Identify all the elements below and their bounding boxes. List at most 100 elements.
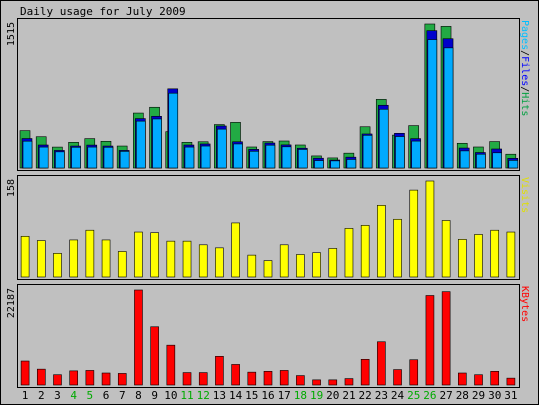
pages-bar (119, 151, 130, 169)
x-tick-label: 8 (135, 389, 142, 402)
kbytes-series-label: KBytes (519, 286, 530, 322)
x-tick-label: 19 (310, 389, 323, 402)
kbytes-bar (150, 326, 159, 386)
visits-bar (36, 240, 46, 278)
kbytes-bar (215, 356, 224, 386)
hits-series-label-part: / (519, 50, 530, 56)
visits-bar (134, 231, 143, 278)
x-tick-label: 22 (359, 389, 372, 402)
pages-bar (249, 150, 260, 169)
visits-bar (441, 220, 451, 278)
x-tick-label: 5 (87, 389, 94, 402)
kbytes-bar (198, 372, 208, 386)
visits-panel: 158 Visits (6, 175, 530, 280)
visits-bar (69, 239, 78, 278)
x-tick-label: 20 (326, 389, 339, 402)
x-tick-label: 14 (229, 389, 243, 402)
kbytes-ymax-label: 22187 (6, 288, 17, 318)
x-tick-label: 17 (278, 389, 291, 402)
x-tick-label: 1 (22, 389, 29, 402)
visits-bar (279, 244, 289, 278)
visits-bar (198, 244, 208, 278)
pages-bar (459, 150, 470, 169)
pages-bar (476, 153, 486, 169)
kbytes-bar (85, 370, 95, 386)
kbytes-bar (117, 373, 127, 386)
kbytes-bar (101, 372, 111, 386)
visits-bar (85, 229, 95, 278)
visits-bar (263, 260, 273, 278)
visits-bar (360, 225, 370, 278)
x-tick-label: 7 (119, 389, 126, 402)
pages-bar (103, 146, 114, 169)
visits-bar (312, 252, 321, 278)
pages-bar (233, 143, 243, 169)
kbytes-bar (279, 370, 289, 386)
kbytes-bar (53, 374, 62, 386)
visits-bar (150, 232, 159, 278)
x-tick-label: 27 (440, 389, 453, 402)
chart-title: Daily usage for July 2009 (20, 5, 186, 18)
visits-bar (474, 234, 483, 278)
x-tick-label: 28 (456, 389, 469, 402)
visits-bar (53, 253, 62, 278)
visits-bar (344, 228, 354, 278)
hits-panel: 1515 Pages/Files/Hits (6, 18, 530, 171)
x-tick-label: 23 (375, 389, 388, 402)
pages-bar (297, 149, 308, 169)
visits-bar (506, 231, 516, 278)
pages-bar (427, 39, 438, 169)
kbytes-plot-frame (17, 284, 520, 388)
pages-bar (136, 120, 146, 169)
visits-bar (215, 247, 224, 278)
x-tick-label: 4 (70, 389, 77, 402)
x-tick-label: 2 (38, 389, 45, 402)
visits-bar (231, 222, 240, 278)
x-tick-label: 15 (245, 389, 258, 402)
pages-bar (362, 135, 373, 169)
pages-bar (411, 140, 421, 169)
kbytes-bar (328, 379, 338, 386)
kbytes-bar (344, 378, 354, 386)
pages-bar (71, 146, 81, 169)
kbytes-bar (490, 370, 500, 386)
kbytes-bar (247, 371, 257, 386)
kbytes-bar (506, 377, 516, 386)
x-tick-label: 30 (488, 389, 501, 402)
kbytes-bar (263, 370, 273, 386)
visits-bar (490, 229, 500, 278)
visits-bar (377, 205, 386, 278)
visits-series-label: Visits (519, 177, 530, 213)
x-axis-labels: 1 2 3 4 5 6 7 8 9 10 11 12 13 14 15 16 17 18 19 20 21 22 23 24 2… (22, 389, 518, 402)
pages-bar (22, 140, 33, 169)
visits-ymax-label: 158 (6, 179, 17, 197)
visits-bar (425, 180, 435, 278)
kbytes-bar (231, 364, 240, 386)
x-tick-label: 16 (261, 389, 274, 402)
kbytes-bar (134, 289, 143, 386)
visits-bar (247, 254, 257, 278)
hits-series-label-part: Files (519, 56, 530, 86)
kbytes-bar (474, 374, 483, 386)
visits-bar (328, 248, 338, 278)
pages-bar (38, 146, 49, 169)
pages-bar (395, 136, 405, 169)
visits-series-label-part: Visits (519, 177, 530, 213)
hits-series-label: Pages/Files/Hits (519, 20, 530, 116)
kbytes-bar (166, 344, 176, 386)
pages-bar (87, 146, 98, 169)
hits-series-label-part: Hits (519, 92, 530, 116)
pages-bar (314, 160, 324, 169)
pages-bar (330, 160, 340, 169)
visits-bar (117, 251, 127, 278)
kbytes-bar (441, 291, 451, 386)
pages-bar (346, 159, 357, 169)
x-tick-label: 24 (391, 389, 405, 402)
x-tick-label: 26 (423, 389, 436, 402)
x-tick-label: 10 (164, 389, 177, 402)
x-tick-label: 9 (151, 389, 158, 402)
kbytes-bar (458, 372, 467, 386)
hits-series-label-part: Pages (519, 20, 530, 50)
kbytes-panel: 22187 KBytes (6, 284, 530, 388)
